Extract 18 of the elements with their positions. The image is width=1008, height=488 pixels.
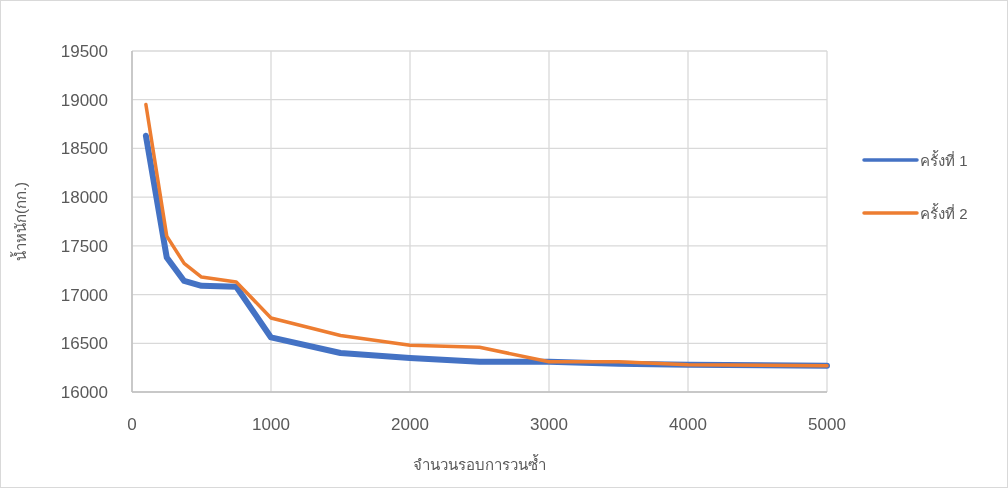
x-tick-label: 4000 — [669, 415, 707, 434]
y-tick-label: 17500 — [60, 236, 108, 256]
y-tick-label: 17000 — [60, 285, 108, 305]
y-axis-title: น้ำหนัก(กก.) — [10, 181, 29, 262]
y-tick-label: 16500 — [60, 334, 108, 354]
y-tick-label: 16000 — [60, 383, 108, 402]
x-tick-label: 5000 — [808, 415, 846, 434]
y-tick-label: 18500 — [60, 139, 108, 159]
y-tick-label: 18000 — [60, 188, 108, 208]
x-tick-label: 0 — [127, 415, 137, 434]
x-tick-label: 1000 — [252, 415, 290, 434]
legend-label: ครั้งที่ 1 — [920, 150, 968, 169]
legend-label: ครั้งที่ 2 — [920, 203, 968, 222]
x-tick-label: 2000 — [391, 415, 429, 434]
y-tick-label: 19000 — [60, 90, 108, 110]
x-axis-title: จำนวนรอบการวนซ้ำ — [413, 454, 546, 473]
y-tick-label: 19500 — [60, 42, 108, 61]
x-tick-label: 3000 — [530, 415, 568, 434]
